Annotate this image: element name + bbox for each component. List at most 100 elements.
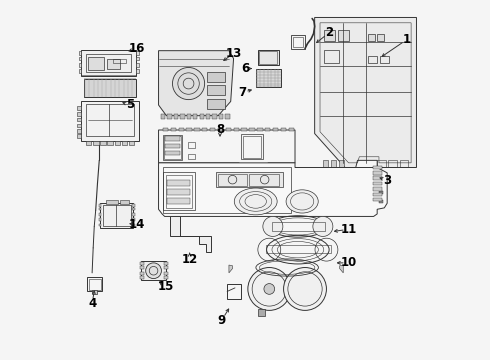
Bar (331, 160, 337, 167)
Bar (86, 104, 134, 136)
Bar (213, 114, 217, 118)
Bar (273, 128, 278, 131)
Bar (77, 129, 81, 133)
Bar (388, 159, 397, 167)
Bar (79, 57, 81, 60)
Bar (289, 128, 294, 131)
Bar (281, 128, 286, 131)
Circle shape (313, 216, 333, 237)
Bar (164, 266, 168, 269)
Bar (178, 128, 184, 131)
Bar (98, 207, 101, 210)
Text: 14: 14 (129, 218, 146, 231)
Bar (164, 272, 168, 275)
Bar (132, 213, 135, 216)
Bar (207, 99, 224, 109)
Bar (180, 114, 185, 118)
Bar (103, 205, 131, 226)
Bar (219, 114, 223, 118)
Bar (142, 261, 166, 280)
Bar (324, 30, 335, 41)
Bar (202, 128, 207, 131)
Ellipse shape (234, 188, 277, 215)
Bar (218, 128, 223, 131)
Bar (136, 51, 139, 55)
Ellipse shape (286, 190, 318, 213)
Bar (140, 272, 144, 275)
Bar (242, 134, 263, 159)
Bar (257, 128, 263, 131)
Bar (140, 276, 144, 279)
Bar (100, 203, 133, 228)
Bar (136, 69, 139, 73)
Bar (207, 85, 224, 95)
Bar (377, 159, 386, 167)
Bar (368, 34, 375, 41)
Polygon shape (229, 265, 232, 273)
Bar (267, 246, 331, 253)
Bar (207, 72, 224, 82)
Text: 5: 5 (126, 99, 134, 112)
Bar (373, 193, 382, 196)
Bar (249, 128, 255, 131)
Circle shape (284, 267, 326, 310)
Bar (163, 135, 182, 160)
Bar (165, 151, 180, 155)
Bar (206, 114, 210, 118)
Bar (77, 134, 81, 138)
Text: 1: 1 (403, 33, 411, 46)
Circle shape (248, 267, 291, 310)
Polygon shape (315, 18, 416, 167)
Bar (77, 118, 81, 121)
Bar (113, 59, 126, 63)
Bar (256, 69, 281, 87)
Bar (136, 57, 139, 60)
Text: 12: 12 (181, 253, 198, 266)
Circle shape (263, 216, 283, 237)
Bar (120, 201, 129, 204)
Bar (164, 136, 181, 159)
Bar (115, 141, 120, 145)
Bar (106, 201, 118, 204)
Bar (217, 172, 283, 187)
Bar (379, 200, 383, 203)
Bar (339, 160, 343, 167)
Polygon shape (159, 130, 295, 167)
Bar (188, 143, 195, 148)
Text: 4: 4 (88, 297, 96, 310)
Bar (168, 114, 172, 118)
Bar (226, 128, 231, 131)
Bar (272, 222, 325, 231)
Bar (107, 141, 113, 145)
Bar (187, 114, 191, 118)
Bar (166, 175, 193, 208)
Text: 11: 11 (341, 223, 357, 236)
Bar (193, 114, 197, 118)
Bar (167, 189, 190, 195)
Bar (174, 114, 178, 118)
Bar (77, 123, 81, 127)
Bar (77, 112, 81, 116)
Bar (380, 56, 389, 63)
Bar (136, 63, 139, 67)
Bar (368, 56, 377, 63)
Text: 16: 16 (129, 42, 146, 55)
Bar (218, 174, 247, 186)
Bar (98, 218, 101, 221)
Bar (259, 51, 277, 64)
Bar (210, 128, 215, 131)
Bar (242, 128, 247, 131)
Bar (79, 69, 81, 73)
Bar (77, 107, 81, 110)
Bar (79, 51, 81, 55)
Bar (132, 218, 135, 221)
Text: 6: 6 (241, 62, 249, 75)
Bar (373, 182, 382, 185)
Bar (98, 204, 101, 207)
Bar (140, 262, 144, 265)
Bar (186, 128, 192, 131)
Bar (377, 34, 384, 41)
Bar (379, 191, 383, 194)
Bar (86, 141, 92, 145)
Bar (107, 59, 120, 69)
